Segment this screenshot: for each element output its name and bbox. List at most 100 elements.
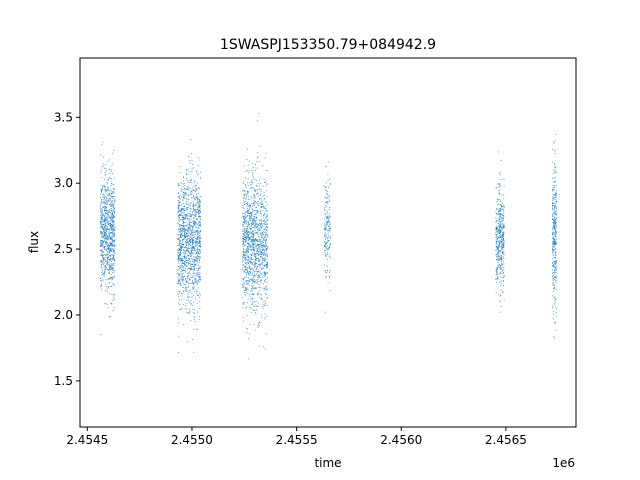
data-point <box>325 224 327 226</box>
data-point <box>107 303 108 305</box>
data-point <box>497 258 499 260</box>
data-point <box>254 274 255 276</box>
x-axis-label: time <box>314 456 341 470</box>
data-point <box>264 250 266 251</box>
data-point <box>111 203 113 205</box>
data-point <box>253 275 255 277</box>
data-point <box>553 241 555 243</box>
data-point <box>195 261 197 263</box>
data-point <box>182 304 184 305</box>
data-point <box>183 209 185 211</box>
data-point <box>248 205 250 207</box>
data-point <box>199 196 201 198</box>
data-point <box>552 204 554 206</box>
data-point <box>252 231 253 233</box>
data-point <box>195 215 197 217</box>
data-point <box>103 185 105 186</box>
data-point <box>187 207 189 208</box>
data-point <box>243 242 245 244</box>
data-point <box>552 250 554 252</box>
data-point <box>553 222 555 224</box>
data-point <box>252 210 254 212</box>
data-point <box>258 276 260 278</box>
data-point <box>187 224 189 226</box>
data-point <box>100 250 102 251</box>
data-point <box>182 191 184 193</box>
data-point <box>251 238 253 240</box>
data-point <box>200 237 202 238</box>
data-point <box>265 240 267 242</box>
data-point <box>182 219 184 220</box>
data-point <box>265 258 266 260</box>
data-point <box>108 249 110 251</box>
data-point <box>552 265 554 267</box>
data-point <box>101 191 103 192</box>
data-point <box>114 244 115 246</box>
data-point <box>262 258 264 260</box>
data-point <box>501 256 503 258</box>
data-point <box>267 265 269 267</box>
data-point <box>191 245 193 247</box>
data-point <box>251 280 253 281</box>
data-point <box>187 287 189 289</box>
data-point <box>243 190 245 192</box>
data-point <box>184 193 186 195</box>
data-point <box>103 263 105 265</box>
data-point <box>199 225 201 226</box>
data-point <box>195 238 197 240</box>
data-point <box>102 224 104 226</box>
data-point <box>111 183 113 185</box>
data-point <box>109 195 111 197</box>
data-point <box>194 247 196 249</box>
data-point <box>243 301 244 303</box>
data-point <box>552 188 553 190</box>
data-point <box>189 270 191 272</box>
data-point <box>191 249 193 251</box>
data-point <box>191 240 193 242</box>
data-point <box>244 238 246 240</box>
data-point <box>246 195 248 197</box>
data-point <box>256 279 258 281</box>
data-point <box>253 254 255 256</box>
data-point <box>499 281 501 283</box>
data-point <box>552 224 554 226</box>
data-point <box>197 226 199 228</box>
data-point <box>198 267 200 269</box>
data-point <box>104 225 106 227</box>
data-point <box>503 276 505 278</box>
data-point <box>188 272 190 274</box>
data-point <box>497 250 499 252</box>
data-point <box>242 278 244 279</box>
data-point <box>104 217 106 219</box>
data-point <box>259 224 261 226</box>
data-point <box>101 263 103 265</box>
data-point <box>199 216 201 218</box>
data-point <box>109 248 111 250</box>
data-point <box>109 231 111 233</box>
data-point <box>500 255 502 256</box>
data-point <box>325 189 327 191</box>
data-point <box>250 249 252 251</box>
data-point <box>178 335 180 337</box>
data-point <box>260 223 262 224</box>
data-point <box>259 263 261 265</box>
data-point <box>248 237 250 239</box>
data-point <box>245 259 247 261</box>
data-point <box>327 249 329 251</box>
data-point <box>262 203 264 205</box>
data-point <box>555 222 556 224</box>
data-point <box>242 252 244 253</box>
data-point <box>260 202 261 204</box>
data-point <box>498 265 500 267</box>
data-point <box>257 239 258 241</box>
data-point <box>245 307 247 309</box>
data-point <box>555 280 557 282</box>
data-point <box>551 229 553 231</box>
data-point <box>497 230 499 232</box>
data-point <box>252 234 254 236</box>
data-point <box>178 291 180 293</box>
data-point <box>101 261 103 262</box>
data-point <box>249 231 251 232</box>
data-point <box>265 292 267 294</box>
data-point <box>250 267 252 269</box>
